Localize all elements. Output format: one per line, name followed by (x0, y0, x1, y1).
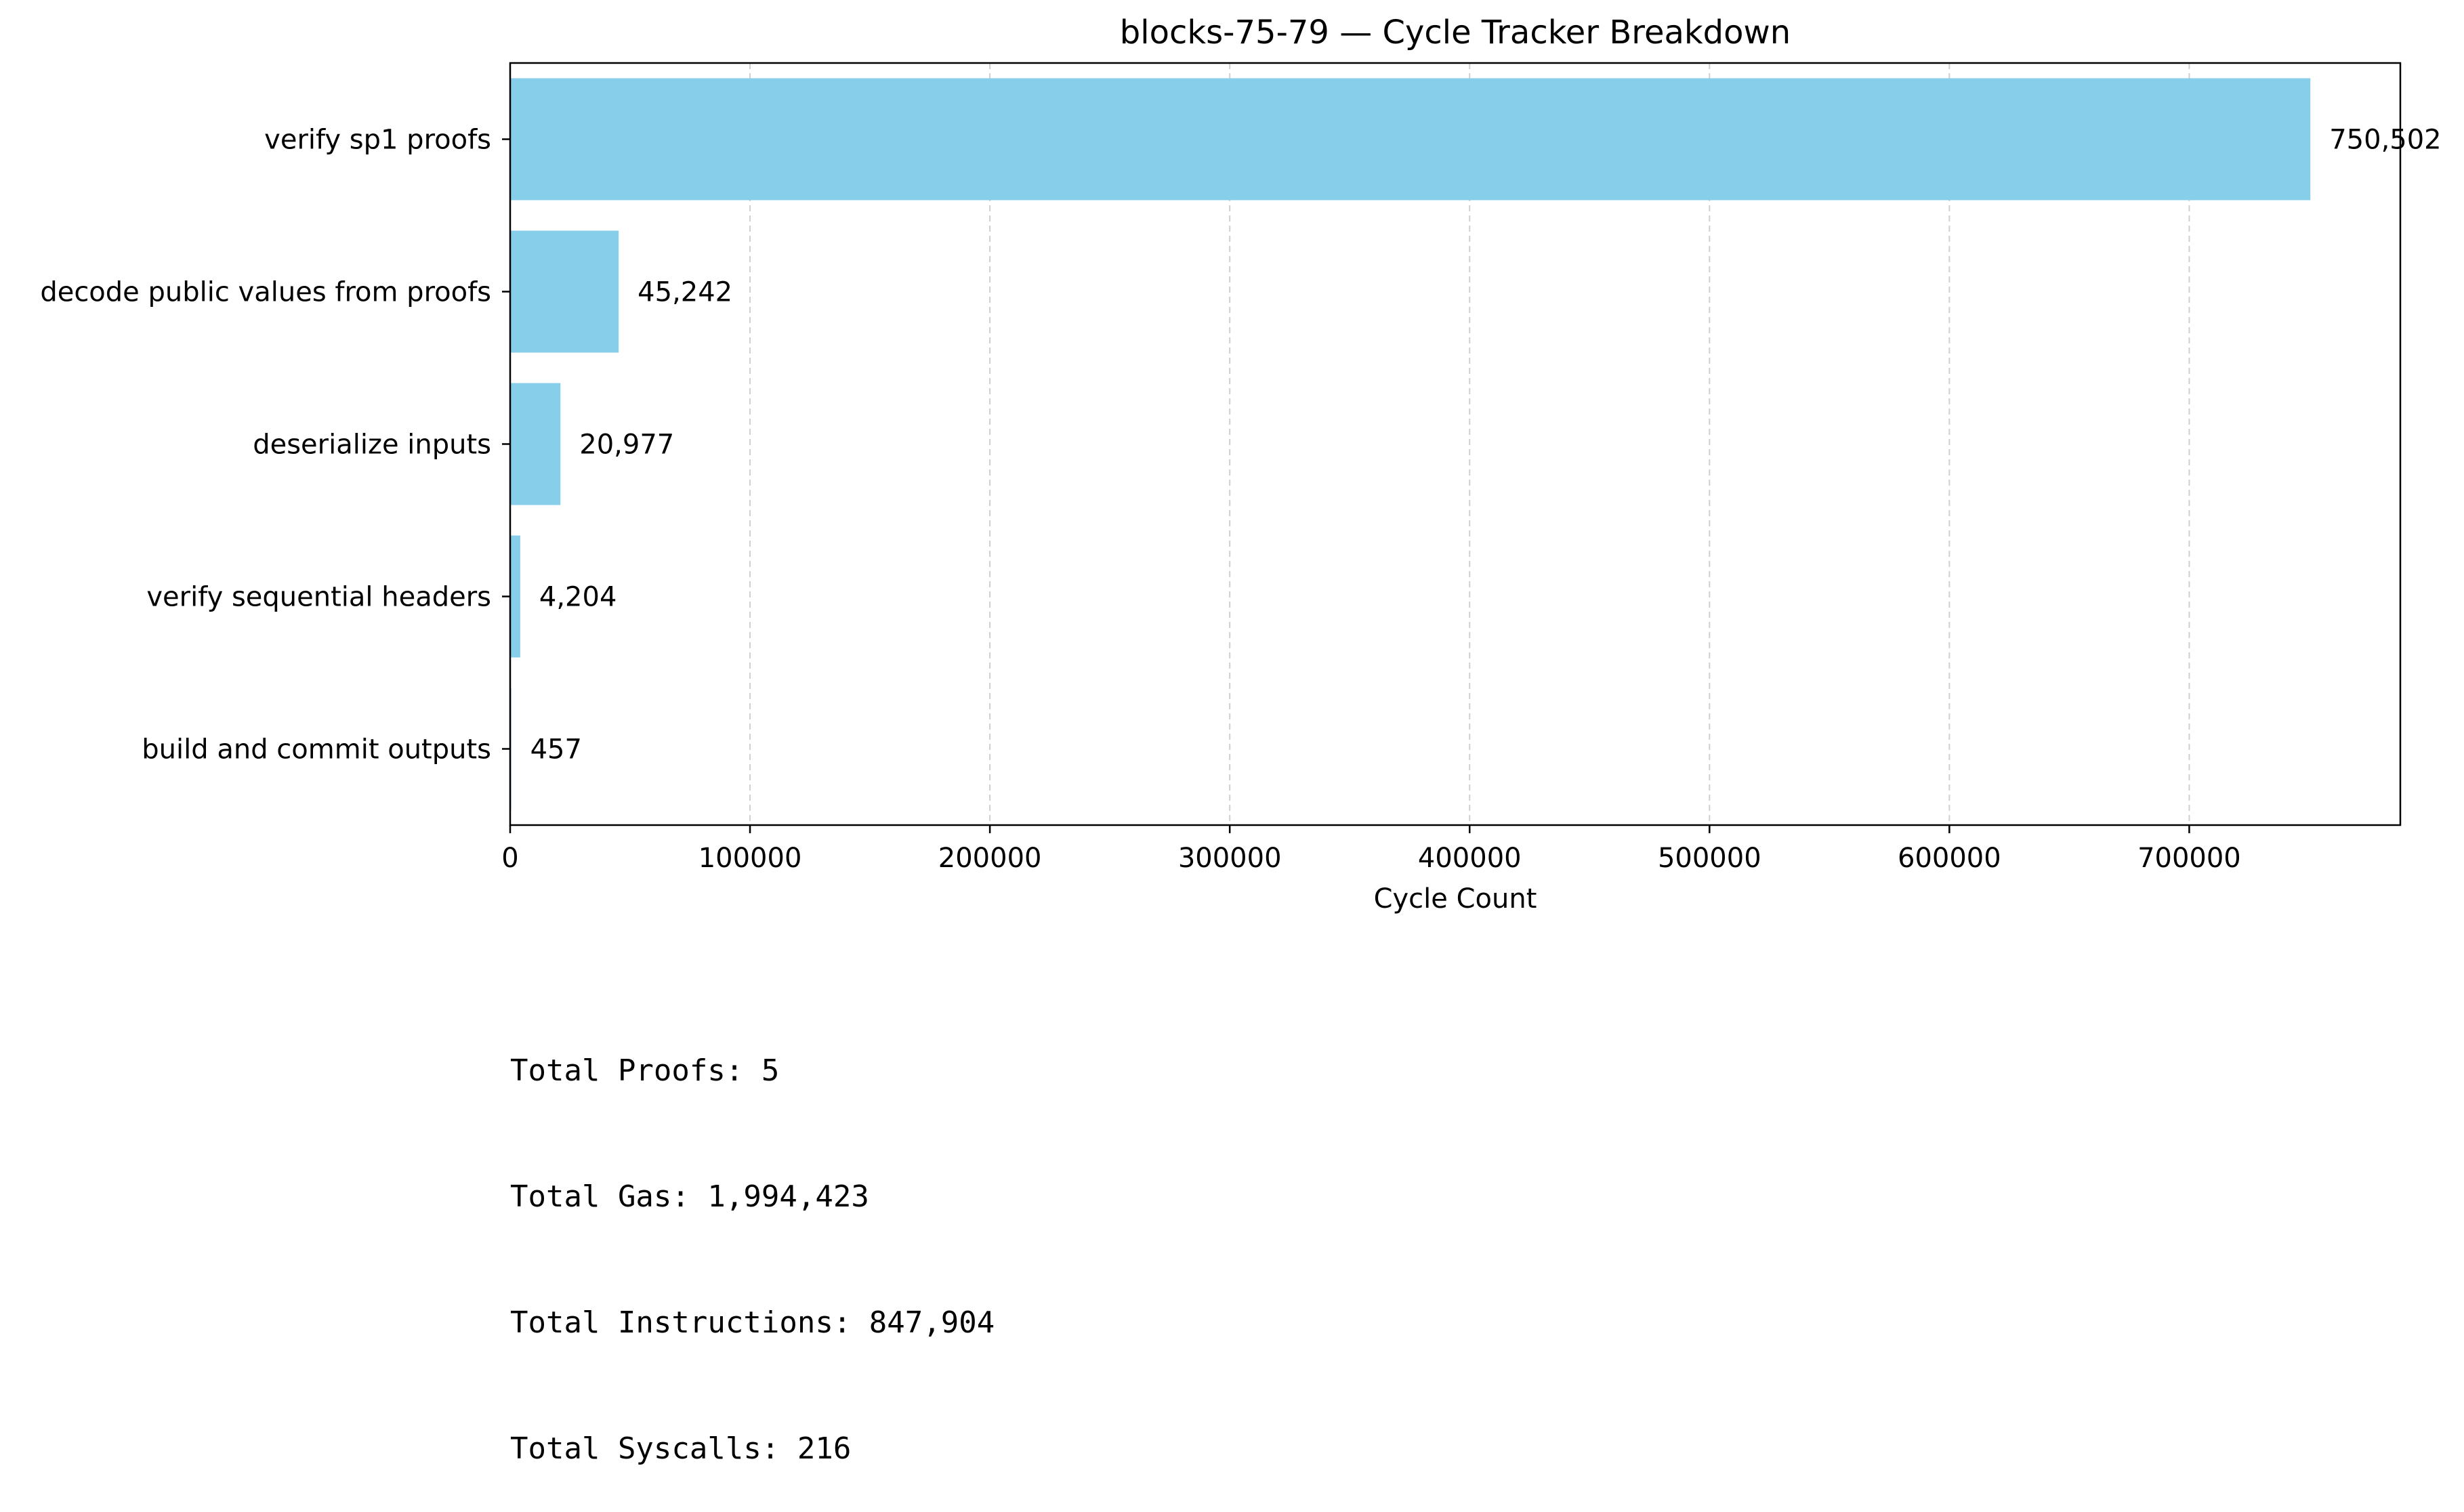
x-tick-label: 300000 (1178, 843, 1282, 874)
bar (510, 535, 520, 658)
bar-value-label: 750,502 (2329, 125, 2441, 156)
bar-value-label: 45,242 (638, 277, 732, 308)
total-proofs: Total Proofs: 5 (510, 1053, 780, 1088)
total-syscalls: Total Syscalls: 216 (510, 1431, 852, 1466)
x-tick-label: 100000 (698, 843, 802, 874)
bar (510, 383, 561, 505)
x-axis-ticks: 0 100000 200000 300000 400000 500000 600000 700… (501, 825, 2241, 874)
summary-stats: Total Proofs: 5 Total Gas: 1,994,423 Tot… (510, 966, 995, 1512)
bar-value-label: 457 (530, 734, 582, 765)
y-tick-label: verify sp1 proofs (264, 125, 491, 156)
y-tick-label: decode public values from proofs (40, 277, 491, 308)
bars: 750,502 45,242 20,977 4,204 457 (510, 78, 2442, 810)
x-tick-label: 0 (501, 843, 518, 874)
bar-value-label: 4,204 (539, 582, 617, 613)
x-tick-label: 700000 (2137, 843, 2241, 874)
bar-value-label: 20,977 (579, 429, 674, 461)
y-axis-ticks: verify sp1 proofs decode public values fr… (40, 125, 510, 765)
y-tick-label: verify sequential headers (146, 582, 491, 613)
x-tick-label: 400000 (1418, 843, 1522, 874)
bar (510, 230, 619, 353)
x-axis-label: Cycle Count (1374, 883, 1537, 915)
bar (510, 78, 2311, 201)
chart-title: blocks-75-79 — Cycle Tracker Breakdown (1120, 14, 1791, 51)
y-tick-label: build and commit outputs (142, 734, 491, 765)
cycle-tracker-chart: blocks-75-79 — Cycle Tracker Breakdown 7… (40, 14, 2442, 915)
x-tick-label: 600000 (1898, 843, 2001, 874)
x-tick-label: 200000 (938, 843, 1042, 874)
x-tick-label: 500000 (1658, 843, 1761, 874)
y-tick-label: deserialize inputs (253, 429, 491, 461)
total-gas: Total Gas: 1,994,423 (510, 1179, 869, 1214)
total-instructions: Total Instructions: 847,904 (510, 1305, 995, 1340)
